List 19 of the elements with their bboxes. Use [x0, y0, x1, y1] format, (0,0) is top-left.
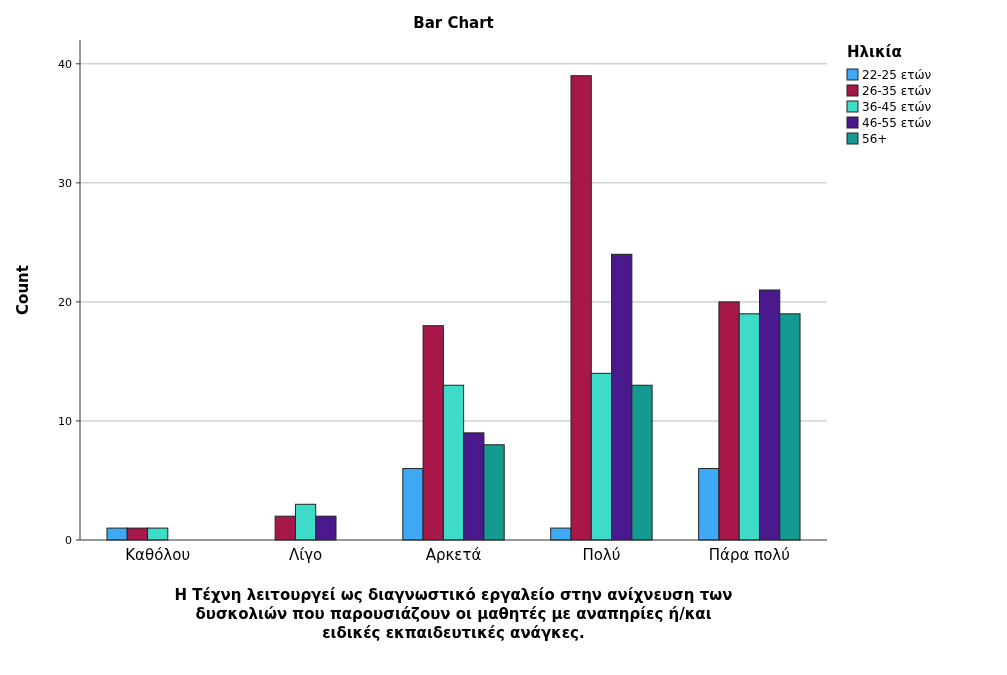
y-tick-label: 0 — [65, 533, 72, 547]
x-axis-title: Η Τέχνη λειτουργεί ως διαγνωστικό εργαλείο στην ανίχνευση των δυσκολιών που παρουσιάζουν οι μαθητές με αναπηρίες ή/και ειδικές εκπαιδευτικές ανάγκες. — [174, 586, 733, 642]
y-tick-label: 20 — [58, 295, 72, 309]
legend-label: 22-25 ετών — [862, 68, 932, 82]
legend-label: 46-55 ετών — [862, 116, 932, 130]
legend-label: 36-45 ετών — [862, 100, 932, 114]
legend-title: Ηλικία — [847, 43, 902, 61]
chart-title: Bar Chart — [413, 14, 494, 32]
x-tick-label: Πάρα πολύ — [708, 546, 790, 564]
x-tick-label: Λίγο — [288, 546, 323, 564]
y-tick-label: 30 — [58, 176, 72, 190]
y-tick-label: 10 — [58, 414, 72, 428]
y-tick-label: 40 — [58, 57, 72, 71]
y-axis-title: Count — [14, 265, 32, 315]
x-tick-label: Πολύ — [582, 546, 621, 564]
legend-label: 56+ — [862, 132, 888, 146]
legend-label: 26-35 ετών — [862, 84, 932, 98]
x-tick-label: Αρκετά — [425, 546, 482, 564]
x-tick-label: Καθόλου — [125, 546, 191, 564]
